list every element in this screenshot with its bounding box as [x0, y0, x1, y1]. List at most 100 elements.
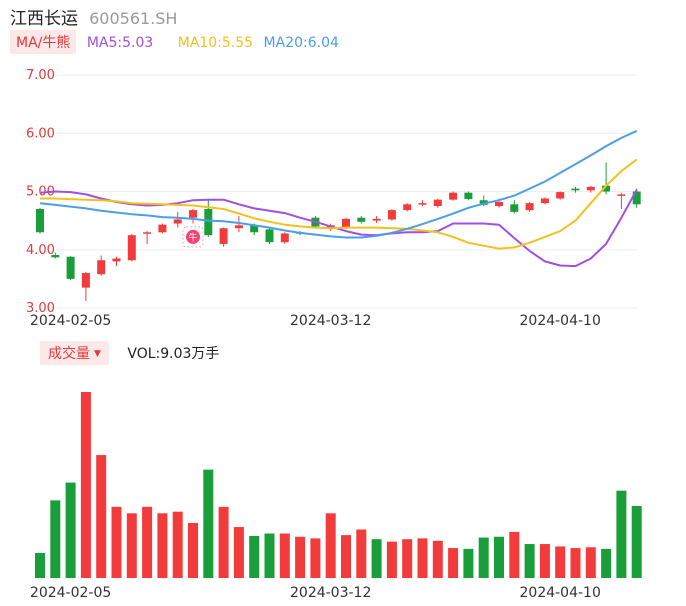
volume-bar [65, 482, 76, 578]
candle-body [127, 235, 136, 261]
ma-indicator-selector[interactable]: MA/牛熊 [10, 30, 77, 54]
candle-body [357, 217, 366, 222]
volume-bar [494, 536, 504, 578]
candle-body [51, 254, 60, 258]
candle-body [525, 203, 534, 211]
candle-body [586, 186, 595, 191]
volume-value: VOL:9.03万手 [127, 346, 220, 362]
ma10-line [40, 158, 638, 250]
y-tick-label: 6.00 [26, 126, 55, 141]
volume-bar [295, 536, 306, 578]
candle-body [403, 204, 412, 211]
volume-bar [585, 547, 596, 578]
volume-bar [341, 535, 351, 578]
bull-badge-text: 牛 [188, 231, 197, 243]
candle-body [632, 191, 641, 205]
ma-legend: MA/牛熊 MA5:5.03 MA10:5.55 MA20:6.04 [10, 30, 339, 54]
volume-bar [448, 548, 459, 578]
volume-bar [524, 544, 535, 578]
volume-bar [570, 548, 581, 578]
ma10-legend: MA10:5.55 [178, 35, 253, 51]
volume-bar [203, 469, 214, 578]
ma10-label: MA10: [177, 35, 222, 51]
candle-body [372, 218, 381, 221]
ma20-value: 6.04 [307, 35, 339, 51]
y-tick-label: 7.00 [26, 68, 55, 83]
volume-bar [157, 513, 168, 578]
candle-body [387, 210, 396, 220]
candle-body [540, 198, 549, 204]
volume-bar [80, 392, 91, 578]
price-x-tick-label: 2024-03-12 [290, 313, 371, 329]
candle-body [479, 200, 488, 205]
price-x-tick-label: 2024-02-05 [30, 313, 111, 329]
ma5-legend: MA5:5.03 [87, 35, 153, 51]
candle-body [204, 208, 213, 236]
volume-indicator-selector[interactable]: 成交量 ▼ [40, 341, 109, 365]
candle-body [433, 199, 442, 207]
volume-legend: 成交量 ▼ VOL:9.03万手 [40, 341, 220, 365]
candle-body [265, 229, 274, 243]
volume-bar [249, 535, 260, 578]
volume-x-tick-label: 2024-04-10 [520, 585, 601, 601]
candle-body [143, 232, 152, 234]
candle-body [571, 188, 580, 191]
volume-bar [402, 539, 413, 578]
volume-bar [417, 538, 428, 578]
candle-body [36, 208, 44, 233]
candle-body [66, 256, 75, 279]
price-x-tick-label: 2024-04-10 [520, 313, 601, 329]
volume-bar [188, 523, 198, 578]
candle-body [173, 219, 182, 224]
candle-body [158, 224, 167, 233]
volume-bar [601, 548, 612, 578]
volume-label: 成交量 [48, 346, 90, 362]
volume-bar [631, 506, 642, 578]
candle-body [495, 201, 503, 207]
candle-body [510, 204, 519, 212]
volume-bar [616, 490, 627, 578]
volume-bar [555, 546, 566, 578]
ma10-value: 5.55 [221, 35, 254, 51]
volume-bar [310, 538, 321, 578]
volume-bar [142, 506, 153, 578]
candle-body [464, 192, 473, 200]
volume-bar [96, 455, 107, 578]
candle-body [342, 218, 350, 228]
y-tick-label: 4.00 [26, 243, 55, 258]
title-row: 江西长运 600561.SH [10, 4, 178, 29]
volume-bar [463, 548, 474, 578]
volume-bar [233, 527, 244, 578]
candle-body [418, 203, 427, 205]
candle-body [219, 228, 228, 244]
volume-bar [509, 531, 520, 578]
candle-body [602, 185, 611, 192]
bull-badge-icon [186, 229, 200, 244]
volume-bar [371, 539, 382, 578]
volume-bar [264, 533, 275, 578]
candle-body [97, 260, 106, 275]
volume-bar [432, 540, 443, 578]
candle-body [234, 225, 243, 229]
volume-bar [111, 506, 122, 578]
volume-bar [539, 544, 550, 578]
y-tick-label: 3.00 [26, 301, 55, 316]
volume-bar [218, 506, 229, 578]
volume-bar [356, 529, 367, 578]
candle-body [81, 273, 90, 288]
candle-body [189, 210, 197, 218]
candle-body [617, 194, 626, 196]
candle-body [112, 258, 121, 262]
ma5-value: 5.03 [122, 35, 154, 51]
candle-body [449, 192, 458, 200]
volume-bar [35, 552, 45, 578]
volume-bar [126, 513, 137, 578]
candle-body [280, 233, 289, 243]
caret-down-icon: ▼ [94, 349, 101, 359]
volume-bar [172, 511, 183, 578]
volume-x-tick-label: 2024-02-05 [30, 585, 111, 601]
stock-code: 600561.SH [89, 9, 178, 28]
ma20-label: MA20: [263, 35, 308, 51]
ma5-label: MA5: [86, 35, 123, 51]
